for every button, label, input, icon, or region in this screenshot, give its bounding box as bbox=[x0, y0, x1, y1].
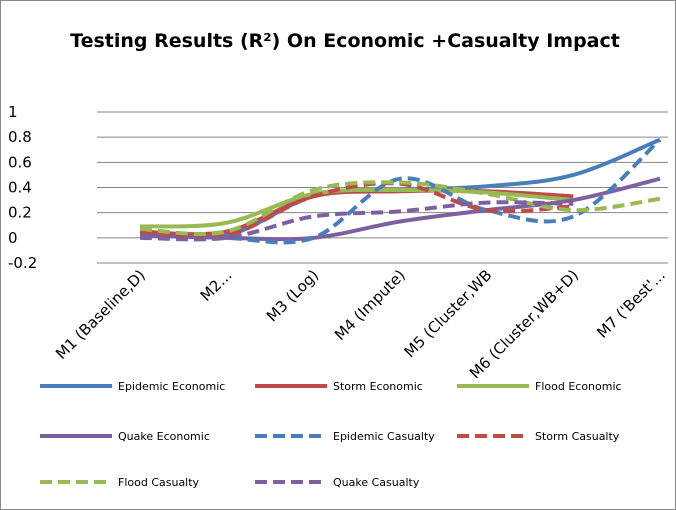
y-tick-label: 0 bbox=[8, 229, 18, 247]
series-line bbox=[139, 187, 574, 229]
series-line bbox=[139, 176, 661, 242]
y-tick-label: 0.6 bbox=[8, 153, 32, 171]
legend-label: Epidemic Casualty bbox=[333, 430, 435, 443]
y-tick-label: 0.8 bbox=[8, 128, 32, 146]
chart-title: Testing Results (R²) On Economic +Casual… bbox=[70, 30, 620, 52]
y-tick-label: 1 bbox=[8, 103, 18, 121]
series-line bbox=[139, 181, 574, 240]
legend-label: Flood Casualty bbox=[118, 476, 200, 489]
series-line bbox=[139, 138, 662, 245]
y-tick-label: -0.2 bbox=[8, 254, 37, 272]
legend-label: Flood Economic bbox=[535, 380, 622, 393]
legend-label: Storm Casualty bbox=[535, 430, 620, 443]
legend-label: Quake Casualty bbox=[333, 476, 420, 489]
legend-label: Epidemic Economic bbox=[118, 380, 225, 393]
legend-label: Storm Economic bbox=[333, 380, 423, 393]
series-line bbox=[139, 180, 661, 236]
y-tick-label: 0.2 bbox=[8, 204, 32, 222]
series-line bbox=[139, 200, 574, 242]
y-tick-label: 0.4 bbox=[8, 179, 32, 197]
legend-label: Quake Economic bbox=[118, 430, 210, 443]
